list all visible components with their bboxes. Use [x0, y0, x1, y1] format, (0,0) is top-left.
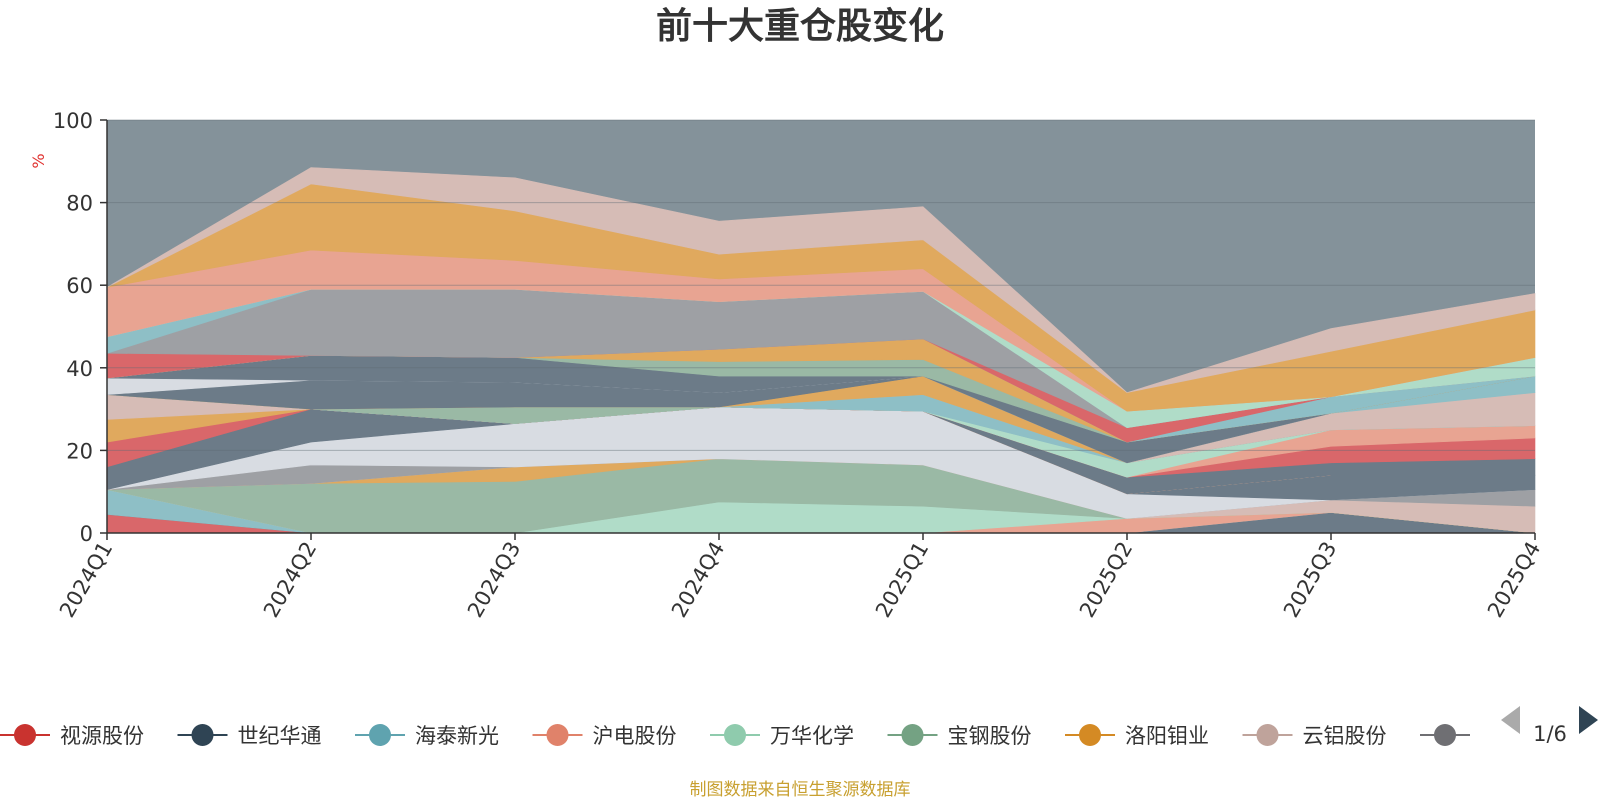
x-tick-label: 2024Q1	[55, 538, 117, 622]
x-tick-label: 2025Q2	[1075, 538, 1137, 622]
y-tick-label: 20	[66, 439, 93, 463]
legend-marker-icon	[369, 724, 391, 746]
y-tick-label: 60	[66, 274, 93, 298]
x-tick-label: 2025Q1	[871, 538, 933, 622]
area-series-35	[106, 167, 1536, 393]
x-tick-label: 2025Q3	[1279, 538, 1341, 622]
legend-marker-icon	[724, 724, 746, 746]
legend-item[interactable]: 洛阳钼业	[1065, 724, 1209, 748]
legend-marker-icon	[1434, 724, 1456, 746]
data-source-note: 制图数据来自恒生聚源数据库	[690, 780, 911, 800]
legend-marker-icon	[1079, 724, 1101, 746]
legend-label: 海泰新光	[415, 724, 499, 748]
y-tick-label: 80	[66, 192, 93, 216]
legend: 视源股份 世纪华通 海泰新光 沪电股份 万华化学 宝钢股份 洛阳钼业 云铝股份 1	[0, 724, 1493, 748]
legend-label: 万华化学	[770, 724, 854, 748]
legend-label: 世纪华通	[238, 724, 322, 748]
y-tick-label: 40	[66, 357, 93, 381]
x-tick-label: 2024Q2	[259, 538, 321, 622]
legend-item[interactable]: 世纪华通	[177, 724, 322, 748]
legend-page-indicator: 1/6	[1533, 722, 1567, 746]
plot-area	[106, 120, 1536, 534]
legend-marker-icon	[14, 724, 36, 746]
chart-title: 前十大重仓股变化	[656, 5, 944, 47]
legend-prev-icon[interactable]	[1501, 706, 1520, 734]
legend-marker-icon	[546, 724, 569, 746]
x-tick-label: 2024Q4	[667, 538, 729, 622]
legend-item[interactable]: 海泰新光	[355, 724, 499, 748]
legend-label: 沪电股份	[593, 724, 677, 748]
legend-label: 云铝股份	[1303, 724, 1387, 748]
y-tick-label: 0	[80, 522, 93, 546]
legend-marker-icon	[191, 724, 214, 746]
legend-item[interactable]: 视源股份	[0, 724, 144, 748]
legend-item[interactable]: 宝钢股份	[887, 724, 1032, 748]
legend-label: 1	[1480, 724, 1493, 748]
legend-item[interactable]: 云铝股份	[1242, 724, 1387, 748]
legend-pager: 1/6	[1501, 706, 1598, 746]
legend-label: 宝钢股份	[948, 724, 1032, 748]
legend-item[interactable]: 1	[1420, 724, 1493, 748]
x-tick-label: 2024Q3	[463, 538, 525, 622]
legend-label: 洛阳钼业	[1125, 724, 1209, 748]
legend-marker-icon	[1256, 724, 1279, 746]
x-tick-label: 2025Q4	[1483, 538, 1545, 622]
legend-next-icon[interactable]	[1579, 706, 1598, 734]
legend-item[interactable]: 沪电股份	[532, 724, 677, 748]
y-axis-unit: %	[29, 153, 48, 168]
y-tick-label: 100	[53, 109, 93, 133]
legend-marker-icon	[901, 724, 924, 746]
legend-label: 视源股份	[60, 724, 144, 748]
legend-item[interactable]: 万华化学	[710, 724, 854, 748]
